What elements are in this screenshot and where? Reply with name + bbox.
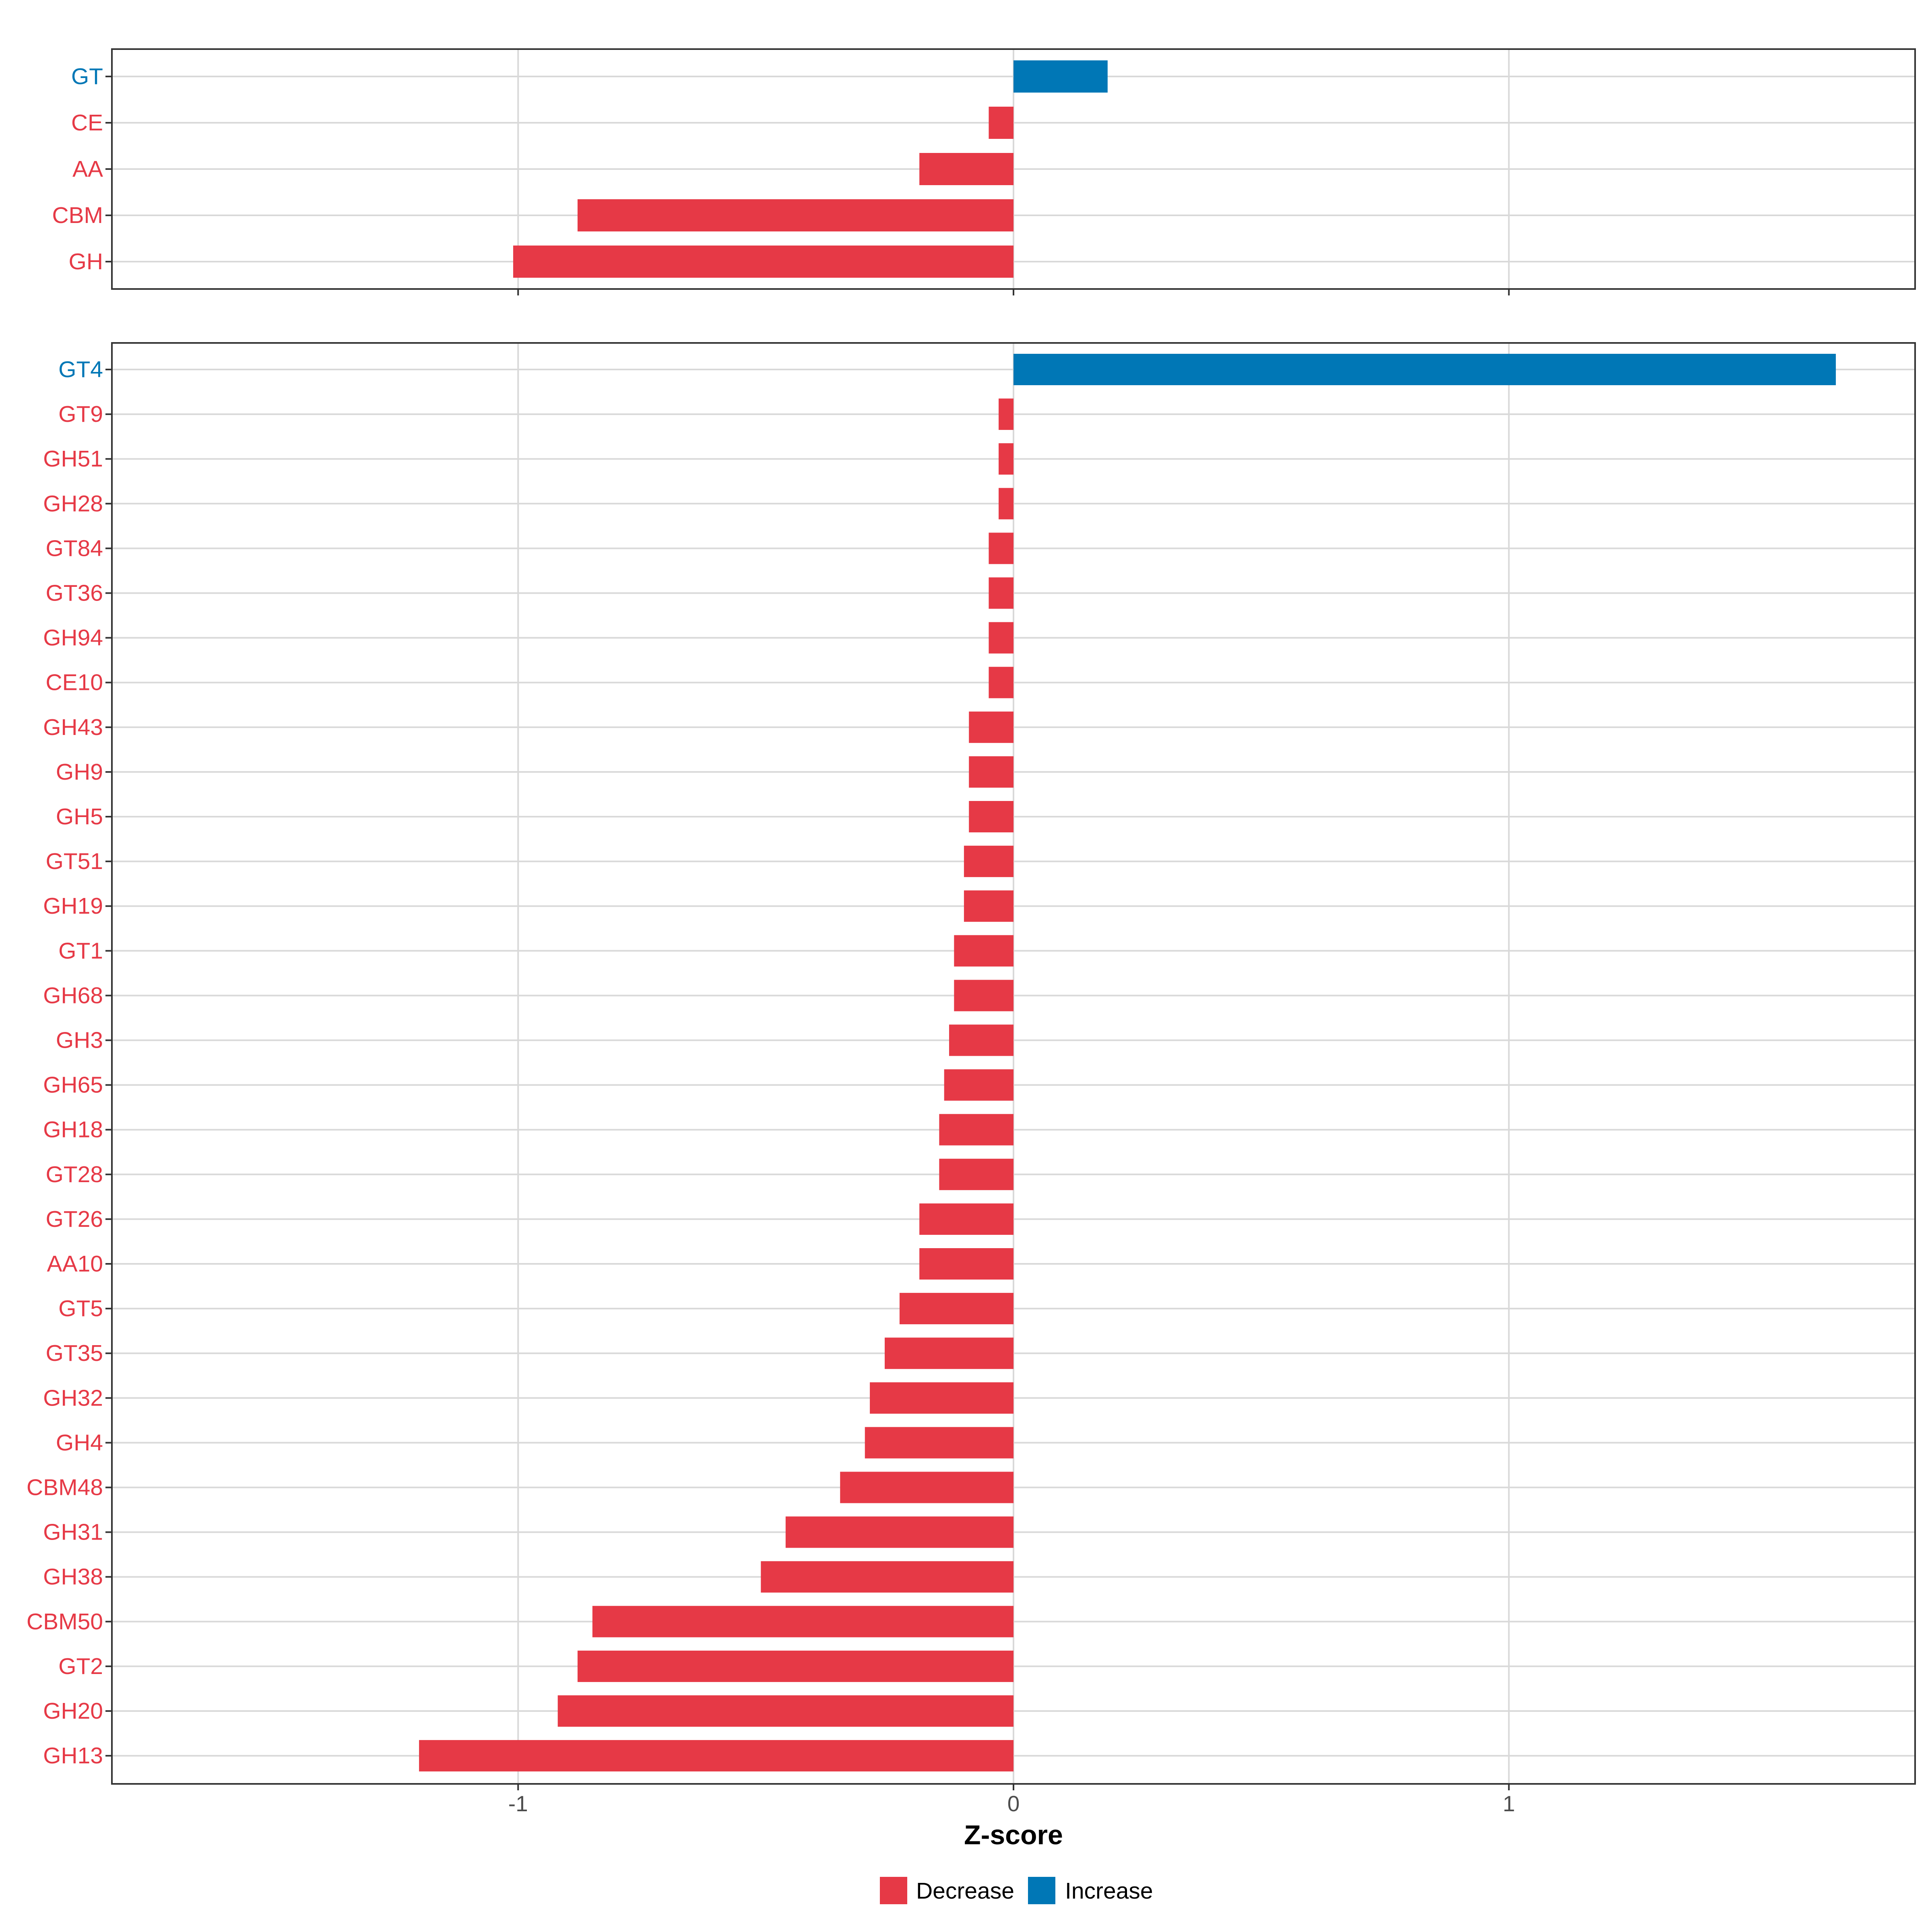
bar-gh51 [999, 443, 1013, 475]
x-tick-label-2: 1 [1503, 1791, 1515, 1816]
category-label-gh28: GH28 [43, 491, 103, 516]
bar-cbm48 [840, 1472, 1013, 1503]
category-label-gt5: GT5 [58, 1296, 103, 1321]
legend-swatch-increase [1028, 1877, 1055, 1904]
bar-gh9 [969, 756, 1013, 788]
bar-ce10 [989, 667, 1013, 698]
bar-gh94 [989, 622, 1013, 654]
bar-gt35 [885, 1338, 1013, 1369]
bar-gh20 [557, 1695, 1013, 1727]
category-label-gh9: GH9 [56, 759, 103, 785]
bar-aa10 [919, 1248, 1013, 1280]
bar-gt4 [1013, 354, 1836, 385]
category-label-gh4: GH4 [56, 1430, 103, 1455]
category-label-cbm48: CBM48 [27, 1475, 103, 1501]
category-label-gt84: GT84 [45, 535, 103, 561]
category-label-gt2: GT2 [58, 1653, 103, 1679]
bar-gh31 [785, 1516, 1013, 1548]
bar-gh4 [865, 1427, 1013, 1459]
x-tick-label-0: -1 [508, 1791, 528, 1816]
category-label-gt9: GT9 [58, 401, 103, 427]
bar-gh38 [761, 1561, 1013, 1593]
category-label-gt35: GT35 [45, 1340, 103, 1366]
category-label-gt: GT [71, 64, 103, 89]
bar-cbm [577, 199, 1013, 231]
panel-class-level: GT CE AA CBM GH [52, 48, 1916, 295]
bar-gt26 [919, 1203, 1013, 1235]
bar-gt51 [964, 846, 1013, 877]
bar-gh3 [949, 1024, 1013, 1056]
category-label-gh94: GH94 [43, 625, 103, 651]
bar-gh19 [964, 890, 1013, 922]
category-label-cbm: CBM [52, 202, 103, 228]
bar-gh [513, 246, 1013, 278]
category-label-gt51: GT51 [45, 848, 103, 874]
bar-gh32 [870, 1382, 1013, 1414]
category-label-gt4: GT4 [58, 357, 103, 382]
bar-gt28 [939, 1158, 1013, 1190]
category-label-gt28: GT28 [45, 1162, 103, 1187]
category-label-gh32: GH32 [43, 1385, 103, 1411]
bar-gh13 [419, 1740, 1013, 1772]
bar-gt5 [899, 1293, 1013, 1325]
category-label-aa: AA [72, 156, 103, 182]
category-label-gt36: GT36 [45, 580, 103, 606]
category-label-ce: CE [71, 110, 103, 136]
legend: Decrease Increase [880, 1877, 1153, 1904]
bar-gt84 [989, 533, 1013, 564]
category-label-gh19: GH19 [43, 893, 103, 919]
x-axis-title: Z-score [964, 1820, 1063, 1850]
category-label-gh: GH [69, 249, 103, 275]
category-label-aa10: AA10 [47, 1251, 103, 1277]
panel-family-level: GT4 GT9 GH51 GH28 GT84 GT36 GH94 CE10 GH43 GH9 GH5… [27, 342, 1916, 1790]
category-label-gh5: GH5 [56, 804, 103, 830]
category-label-gh65: GH65 [43, 1072, 103, 1098]
bar-gt2 [577, 1650, 1013, 1682]
category-label-gh13: GH13 [43, 1743, 103, 1769]
x-tick-label-1: 0 [1007, 1791, 1020, 1816]
bar-cbm50 [592, 1606, 1013, 1637]
bar-gh68 [954, 980, 1013, 1011]
category-label-ce10: CE10 [45, 670, 103, 696]
bar-gh28 [999, 488, 1013, 520]
category-label-gh51: GH51 [43, 446, 103, 472]
legend-label-increase: Increase [1065, 1878, 1153, 1904]
category-label-gh20: GH20 [43, 1698, 103, 1724]
x-axis: -1 0 1 [508, 1791, 1515, 1816]
category-label-gh68: GH68 [43, 983, 103, 1008]
bar-ce [989, 107, 1013, 139]
bar-aa [919, 153, 1013, 185]
category-label-gt1: GT1 [58, 938, 103, 964]
bar-gh5 [969, 801, 1013, 832]
bar-gh18 [939, 1114, 1013, 1146]
category-label-gh43: GH43 [43, 714, 103, 740]
bar-gh43 [969, 711, 1013, 743]
category-label-cbm50: CBM50 [27, 1609, 103, 1635]
bar-gt9 [999, 398, 1013, 430]
category-label-gt26: GT26 [45, 1206, 103, 1232]
bar-gt [1013, 60, 1108, 93]
bar-gt36 [989, 577, 1013, 609]
bar-gh65 [944, 1069, 1013, 1101]
category-label-gh18: GH18 [43, 1117, 103, 1143]
category-label-gh38: GH38 [43, 1564, 103, 1590]
legend-swatch-decrease [880, 1877, 907, 1904]
category-label-gh31: GH31 [43, 1519, 103, 1545]
category-label-gh3: GH3 [56, 1028, 103, 1053]
legend-label-decrease: Decrease [916, 1878, 1014, 1904]
bar-gt1 [954, 935, 1013, 967]
